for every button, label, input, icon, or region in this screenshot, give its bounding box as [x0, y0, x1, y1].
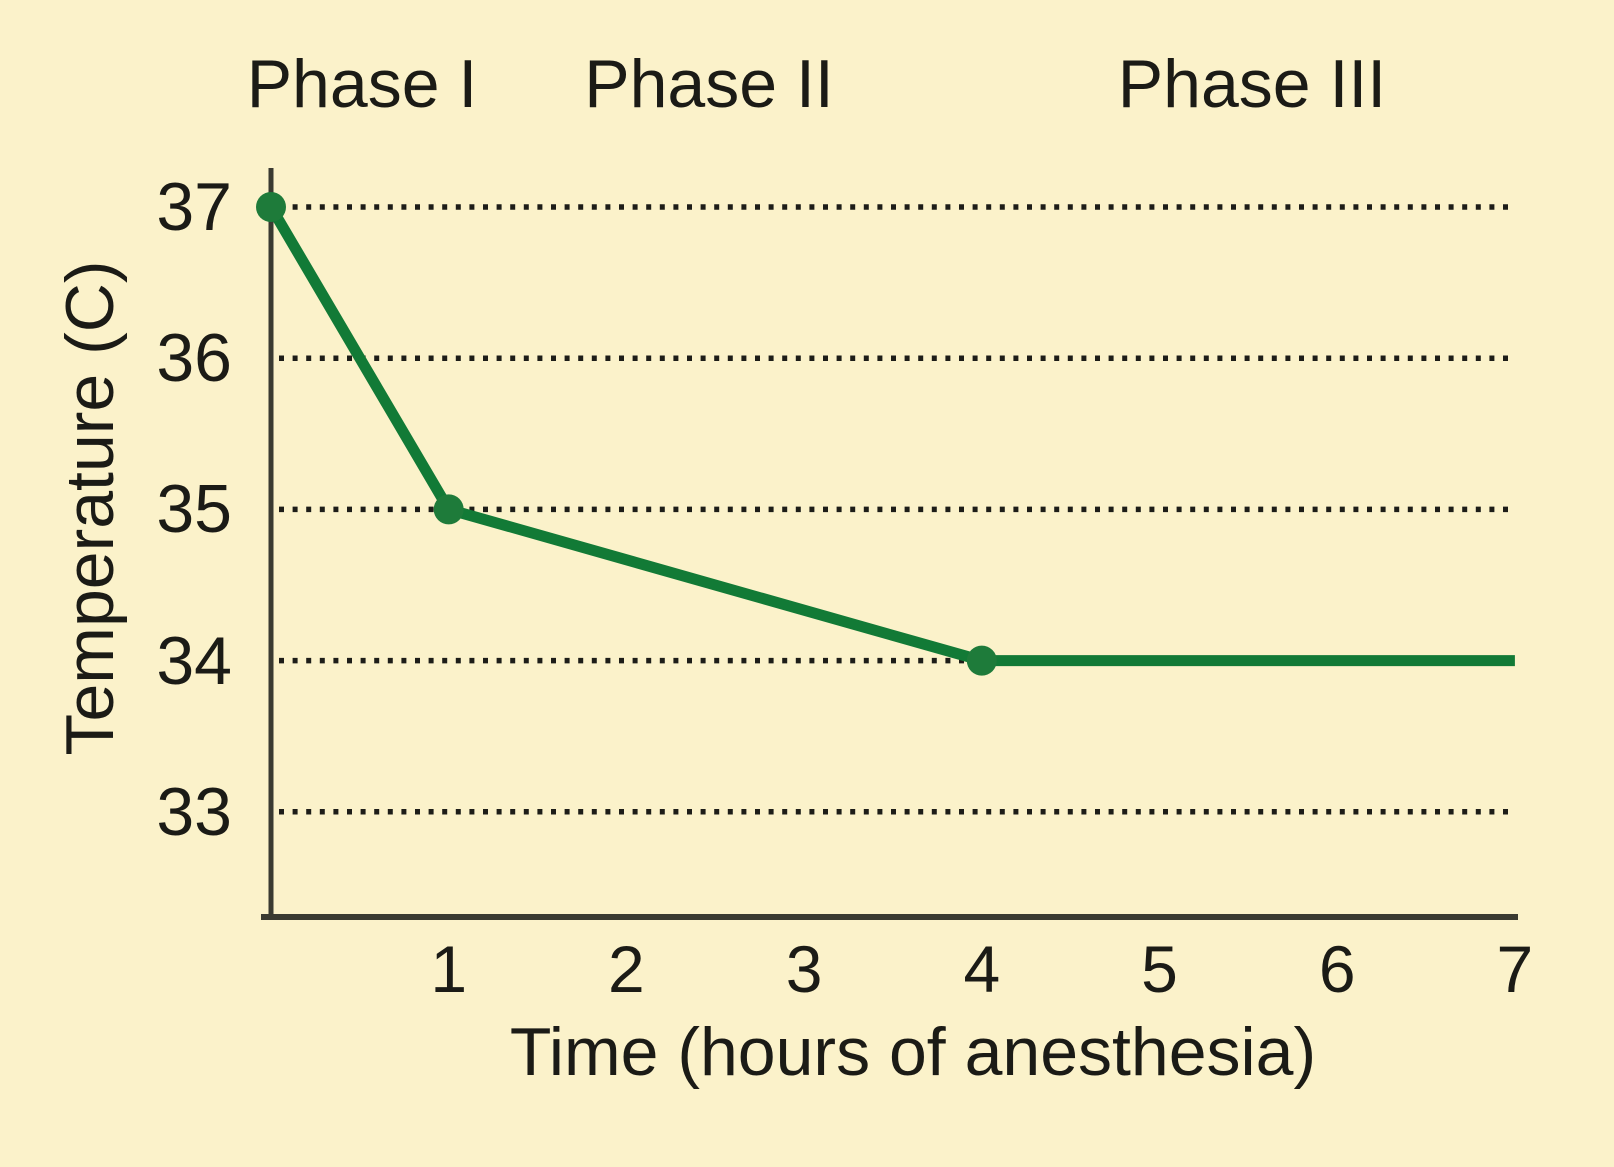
x-tick-label-6: 6 [1318, 932, 1356, 1006]
y-tick-label-34: 34 [156, 622, 232, 699]
y-tick-label-36: 36 [156, 320, 232, 397]
y-tick-label-37: 37 [156, 169, 232, 245]
temperature-series-line [266, 204, 1515, 667]
x-tick-label-2: 2 [608, 932, 645, 1006]
phase-2-label: Phase II [584, 46, 834, 122]
y-tick-label-35: 35 [156, 471, 232, 548]
data-point-marker-4h [966, 645, 997, 676]
x-tick-label-4: 4 [963, 932, 1001, 1006]
phase-3-label: Phase III [1117, 46, 1387, 122]
data-point-marker-1h [433, 494, 464, 525]
x-axis-title: Time (hours of anesthesia) [509, 1014, 1317, 1090]
x-tick-label-1: 1 [430, 932, 468, 1006]
x-tick-label-7: 7 [1496, 932, 1534, 1006]
y-tick-label-33: 33 [156, 773, 232, 850]
x-tick-label-5: 5 [1141, 932, 1178, 1006]
data-point-marker-0h [256, 192, 286, 222]
x-tick-label-3: 3 [785, 932, 823, 1006]
phase-1-label: Phase I [246, 46, 478, 122]
